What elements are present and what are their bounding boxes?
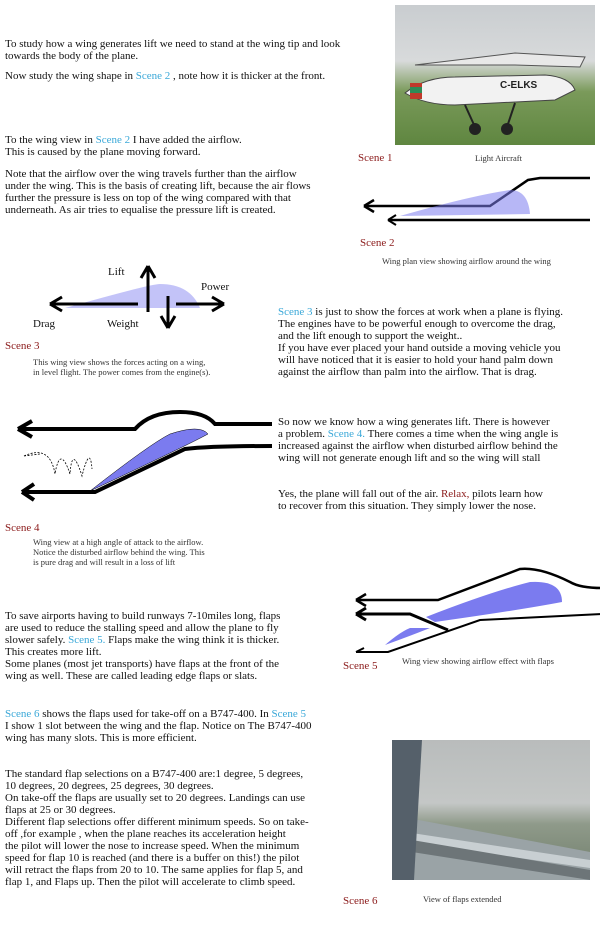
text: I have added the airflow. bbox=[130, 134, 242, 146]
text-line: I show 1 slot between the wing and the f… bbox=[5, 720, 312, 732]
scene-2-caption: Wing plan view showing airflow around th… bbox=[382, 256, 551, 266]
caption-line: Wing view at a high angle of attack to t… bbox=[33, 537, 204, 547]
note-paragraph: Note that the airflow over the wing trav… bbox=[5, 168, 311, 216]
caption-line: Notice the disturbed airflow behind the … bbox=[33, 547, 205, 557]
caption-line: is pure drag and will result in a loss o… bbox=[33, 557, 176, 567]
relax-link[interactable]: Relax, bbox=[440, 488, 470, 500]
scene-3-forces-diagram bbox=[49, 265, 225, 329]
caption-line: in level flight. The power comes from th… bbox=[33, 367, 211, 377]
weight-label: Weight bbox=[107, 318, 139, 330]
text: , note how it is thicker at the front. bbox=[170, 70, 326, 82]
text-line: To study how a wing generates lift we ne… bbox=[5, 38, 341, 50]
scene-3-caption: This wing view shows the forces acting o… bbox=[33, 357, 210, 377]
text: There comes a time when the wing angle i… bbox=[365, 428, 559, 440]
intro-paragraph: To study how a wing generates lift we ne… bbox=[5, 38, 340, 62]
text: To the wing view in bbox=[5, 134, 96, 146]
caption-line: This wing view shows the forces acting o… bbox=[33, 357, 206, 367]
text-line: increased against the airflow when distu… bbox=[278, 440, 558, 452]
scene-1-caption: Light Aircraft bbox=[475, 153, 522, 163]
stall-paragraph: So now we know how a wing generates lift… bbox=[278, 416, 558, 464]
scene-6-caption: View of flaps extended bbox=[423, 894, 502, 904]
scene-4-caption: Wing view at a high angle of attack to t… bbox=[33, 537, 205, 567]
text-line: are used to reduce the stalling speed an… bbox=[5, 622, 279, 634]
text-line: Some planes (most jet transports) have f… bbox=[5, 658, 280, 670]
scene-5-link[interactable]: Scene 5 bbox=[271, 708, 307, 720]
text-line: Note that the airflow over the wing trav… bbox=[5, 168, 297, 180]
text: is just to show the forces at work when … bbox=[312, 306, 564, 318]
text-line: off ,for example , when the plane reache… bbox=[5, 828, 286, 840]
text-line: Different flap selections offer differen… bbox=[5, 816, 309, 828]
text-line: under the wing. This is the basis of cre… bbox=[5, 180, 311, 192]
scene-3-label: Scene 3 bbox=[5, 340, 40, 352]
text-line: This is caused by the plane moving forwa… bbox=[5, 146, 201, 158]
text: Now study the wing shape in bbox=[5, 70, 136, 82]
scene-6-label: Scene 6 bbox=[343, 895, 378, 907]
text-line: wing as well. These are called leading e… bbox=[5, 670, 258, 682]
slots-paragraph: Scene 6 shows the flaps used for take-of… bbox=[5, 708, 312, 744]
shape-paragraph: Now study the wing shape in Scene 2 , no… bbox=[5, 70, 325, 82]
scene-5-caption: Wing view showing airflow effect with fl… bbox=[402, 656, 554, 666]
text-line: the pilot will lower the nose to increas… bbox=[5, 840, 300, 852]
text-line: underneath. As air tries to equalise the… bbox=[5, 204, 276, 216]
text: Flaps make the wing think it is thicker. bbox=[105, 634, 280, 646]
relax-paragraph: Yes, the plane will fall out of the air.… bbox=[278, 488, 543, 512]
light-aircraft-photo: C-ELKS bbox=[395, 5, 595, 145]
text: shows the flaps used for take-off on a B… bbox=[39, 708, 272, 720]
power-label: Power bbox=[201, 281, 230, 293]
text-line: will have noticed that it is easier to h… bbox=[278, 354, 553, 366]
text-line: 10 degrees, 20 degrees, 25 degrees, 30 d… bbox=[5, 780, 214, 792]
scene-1-label: Scene 1 bbox=[358, 152, 393, 164]
text-line: To save airports having to build runways… bbox=[5, 610, 281, 622]
scene-6-link[interactable]: Scene 6 bbox=[5, 708, 40, 720]
drag-label: Drag bbox=[33, 318, 55, 330]
scene-3-link[interactable]: Scene 3 bbox=[278, 306, 313, 318]
scene-4-link[interactable]: Scene 4. bbox=[327, 428, 366, 440]
text-line: wing will not generate enough lift and s… bbox=[278, 452, 541, 464]
text-line: will retract the flaps from 20 to 10. Th… bbox=[5, 864, 303, 876]
text-line: towards the body of the plane. bbox=[5, 50, 139, 62]
text-line: If you have ever placed your hand outsid… bbox=[278, 342, 561, 354]
scene-4-stall-diagram bbox=[17, 409, 273, 502]
text-line: This creates more lift. bbox=[5, 646, 102, 658]
scene-4-label: Scene 4 bbox=[5, 522, 40, 534]
flaps-extended-photo bbox=[392, 740, 590, 880]
scene-2-wing-airflow-diagram bbox=[363, 176, 590, 226]
text-line: wing has many slots. This is more effici… bbox=[5, 732, 197, 744]
forces-paragraph: Scene 3 is just to show the forces at wo… bbox=[278, 306, 563, 378]
text-line: speed for flap 10 is reached (and there … bbox=[5, 852, 300, 864]
scene-2-label: Scene 2 bbox=[360, 237, 395, 249]
aircraft-registration: C-ELKS bbox=[500, 80, 538, 91]
airflow-paragraph: To the wing view in Scene 2 I have added… bbox=[5, 134, 242, 158]
text: slower safely. bbox=[5, 634, 69, 646]
text-line: to recover from this situation. They sim… bbox=[278, 500, 536, 512]
scene-2-link[interactable]: Scene 2 bbox=[95, 134, 131, 146]
text-line: The engines have to be powerful enough t… bbox=[278, 318, 556, 330]
text: pilots learn how bbox=[469, 488, 543, 500]
scene-2-link[interactable]: Scene 2 bbox=[135, 70, 171, 82]
text-line: flaps at 25 or 30 degrees. bbox=[5, 804, 116, 816]
text-line: against the airflow than palm into the a… bbox=[278, 366, 537, 378]
text: a problem. bbox=[278, 428, 328, 440]
standard-flaps-paragraph: The standard flap selections on a B747-4… bbox=[5, 768, 309, 888]
scene-5-flaps-diagram bbox=[355, 567, 600, 653]
text-line: and the lift enough to support the weigh… bbox=[278, 330, 463, 342]
scene-5-label: Scene 5 bbox=[343, 660, 378, 672]
text-line: flap 1, and Flaps up. Then the pilot wil… bbox=[5, 876, 296, 888]
text-line: So now we know how a wing generates lift… bbox=[278, 416, 550, 428]
lift-label: Lift bbox=[108, 266, 125, 278]
text-line: further the pressure is less on top of t… bbox=[5, 192, 291, 204]
flaps-paragraph: To save airports having to build runways… bbox=[5, 610, 280, 682]
text-line: On take-off the flaps are usually set to… bbox=[5, 792, 306, 804]
text-line: The standard flap selections on a B747-4… bbox=[5, 768, 304, 780]
scene-5-link[interactable]: Scene 5. bbox=[68, 634, 106, 646]
text: Yes, the plane will fall out of the air. bbox=[278, 488, 441, 500]
